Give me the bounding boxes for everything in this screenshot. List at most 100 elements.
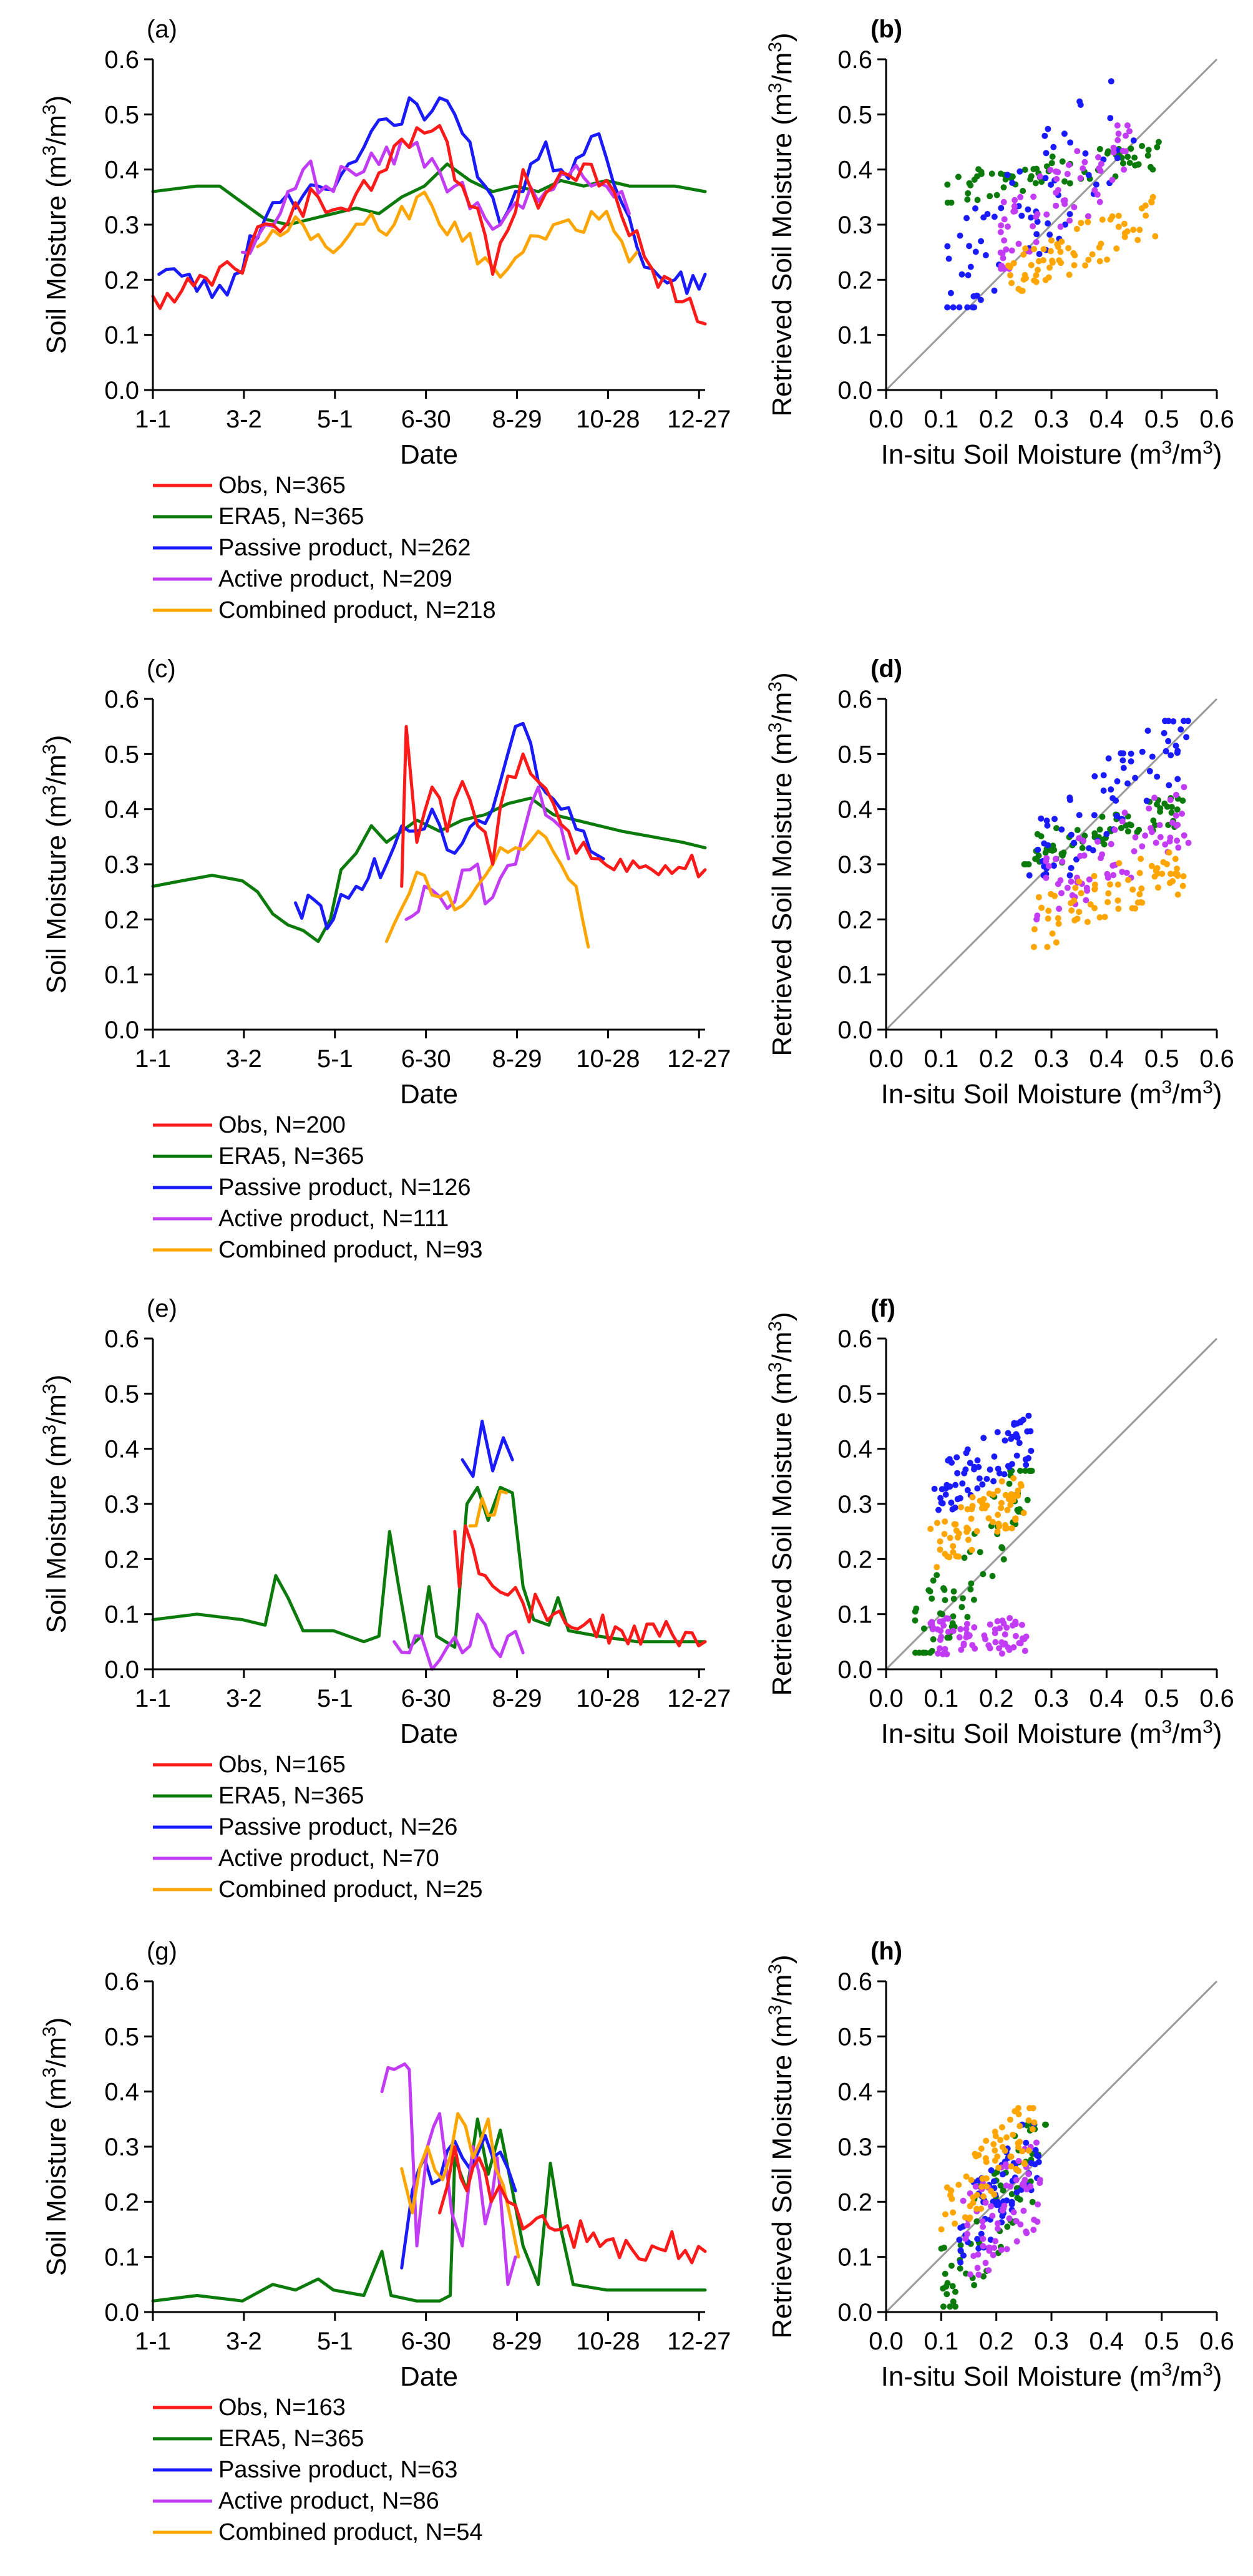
panel-e-xlabel: Date: [400, 1719, 458, 1749]
panel-b-label: (b): [870, 16, 902, 43]
panel-d-point-combined: [1154, 884, 1161, 891]
panel-a-series-obs: [151, 124, 707, 326]
panel-d-point-active: [1121, 809, 1128, 816]
panel-h-point-combined: [978, 2145, 985, 2152]
panel-b-point-active: [1003, 246, 1010, 253]
panel-a-ylabel-end: ): [41, 95, 72, 105]
panel-f-point-passive: [1027, 1428, 1034, 1435]
panel-d-point-combined: [1168, 871, 1174, 877]
panel-e-xtick-label: 8-29: [492, 1685, 542, 1712]
panel-f-point-active: [987, 1621, 993, 1628]
panel-d-point-combined: [1096, 914, 1103, 921]
panel-d-xlabel-mid: /m: [1172, 1079, 1202, 1110]
panel-a-ytick-label: 0.2: [104, 266, 139, 294]
panel-b-point-combined: [1121, 233, 1128, 240]
panel-h-point-active: [985, 2267, 992, 2274]
panel-b-point-combined: [1066, 271, 1073, 278]
panel-d-point-era5: [1050, 842, 1056, 849]
panel-d-point-passive: [1146, 768, 1153, 774]
panel-d-point-combined: [1105, 890, 1112, 897]
panel-a-legend-label-active: Active product, N=209: [218, 566, 452, 592]
panel-f-xtick-label: 0.0: [869, 1685, 904, 1712]
panel-d-point-combined: [1166, 879, 1173, 886]
panel-f-one-to-one-line: [885, 1337, 1218, 1671]
panel-h-point-active: [998, 2247, 1005, 2253]
panel-b-point-combined: [1115, 223, 1122, 230]
panel-d-point-active: [1056, 905, 1063, 912]
panel-b-xtick-label: 0.4: [1090, 406, 1124, 433]
panel-d-point-passive: [1165, 738, 1172, 744]
panel-f: (f) 0.0 0.1 0.2 0.3 0.4 0.5 0.6 0.0 0.1 0.2 0.3 0.4 0…: [765, 1295, 1234, 1749]
panel-h-point-combined: [979, 2175, 986, 2182]
panel-h-ytick-label: 0.2: [837, 2188, 872, 2216]
panel-d-point-active: [1167, 796, 1174, 803]
panel-a-ytick-label: 0.5: [104, 101, 139, 129]
panel-h-point-combined: [963, 2173, 970, 2180]
panel-c-legend-label-passive: Passive product, N=126: [218, 1174, 471, 1201]
panel-h-point-combined: [1015, 2105, 1021, 2112]
panel-b-point-passive: [1004, 172, 1011, 178]
panel-c-ytick-label: 0.0: [104, 1017, 139, 1044]
panel-f-point-active: [1006, 1647, 1013, 1653]
panel-d-point-combined: [1051, 892, 1058, 899]
panel-d-ytick-label: 0.1: [837, 962, 872, 989]
panel-b-point-era5: [1030, 166, 1037, 172]
panel-f-point-active: [943, 1651, 950, 1657]
panel-d-point-active: [1142, 832, 1149, 839]
panel-h-point-active: [991, 2245, 998, 2251]
panel-f-ylabel-sup1: 3: [765, 1362, 786, 1373]
panel-f-point-passive: [963, 1450, 970, 1456]
panel-f-point-combined: [998, 1500, 1005, 1506]
panel-f-xlabel-sup2: 3: [1202, 1717, 1213, 1737]
panel-f-point-passive: [974, 1457, 981, 1464]
panel-f-point-active: [1003, 1624, 1010, 1631]
panel-d-point-active: [1055, 881, 1061, 887]
panel-a-xtick-label: 10-28: [576, 406, 640, 433]
panel-f-point-active: [940, 1622, 947, 1629]
panel-b-point-combined: [1134, 237, 1141, 243]
panel-b-point-active: [1098, 160, 1104, 167]
panel-f-point-combined: [963, 1528, 970, 1535]
panel-h-point-active: [986, 2247, 993, 2254]
panel-e-xtick-label: 1-1: [135, 1685, 171, 1712]
panel-h-point-combined: [1015, 2167, 1022, 2174]
panel-f-point-era5: [980, 1571, 987, 1578]
panel-f-point-era5: [950, 1613, 957, 1620]
panel-h-point-combined: [983, 2137, 990, 2144]
panel-h-point-active: [1027, 2183, 1034, 2190]
panel-a-xtick-label: 5-1: [317, 406, 353, 433]
panel-b-point-era5: [1049, 154, 1056, 160]
panel-b-point-passive: [1077, 102, 1084, 108]
panel-h-point-combined: [973, 2192, 980, 2198]
panel-b-point-combined: [1010, 260, 1017, 266]
panel-b-point-era5: [964, 196, 971, 203]
panel-f-point-passive: [967, 1460, 973, 1466]
panel-d-ylabel-sup2: 3: [765, 681, 786, 692]
panel-h-point-passive: [956, 2237, 963, 2243]
panel-e-ylabel-end: ): [41, 1375, 72, 1384]
panel-d-xlabel-end: ): [1213, 1079, 1222, 1110]
panel-f-point-active: [1019, 1635, 1026, 1642]
panel-b-point-active: [1085, 213, 1091, 220]
panel-b-point-era5: [988, 170, 995, 177]
panel-g-xtick-label: 5-1: [317, 2328, 353, 2355]
panel-b-point-active: [1096, 198, 1103, 205]
panel-b-point-passive: [1108, 78, 1114, 85]
panel-d-point-passive: [1105, 755, 1112, 762]
panel-e-legend: Obs, N=165 ERA5, N=365 Passive product, N=…: [153, 1752, 483, 1903]
panel-f-point-active: [960, 1642, 967, 1649]
panel-b-points-active: [997, 122, 1133, 272]
panel-g-ytick-label: 0.6: [104, 1968, 139, 1996]
panel-d-point-active: [1109, 862, 1116, 869]
panel-f-point-active: [999, 1617, 1006, 1624]
panel-b-point-active: [1015, 240, 1022, 247]
panel-d-point-combined: [1091, 881, 1098, 888]
panel-h-point-era5: [952, 2288, 958, 2295]
panel-b-point-active: [1008, 247, 1015, 254]
panel-b-point-era5: [1032, 180, 1039, 187]
panel-f-point-passive: [952, 1481, 959, 1488]
panel-b-point-passive: [998, 205, 1005, 212]
panel-f-point-active: [945, 1629, 952, 1635]
panel-d-xtick-label: 0.2: [979, 1045, 1014, 1073]
panel-g-ytick-label: 0.5: [104, 2023, 139, 2051]
